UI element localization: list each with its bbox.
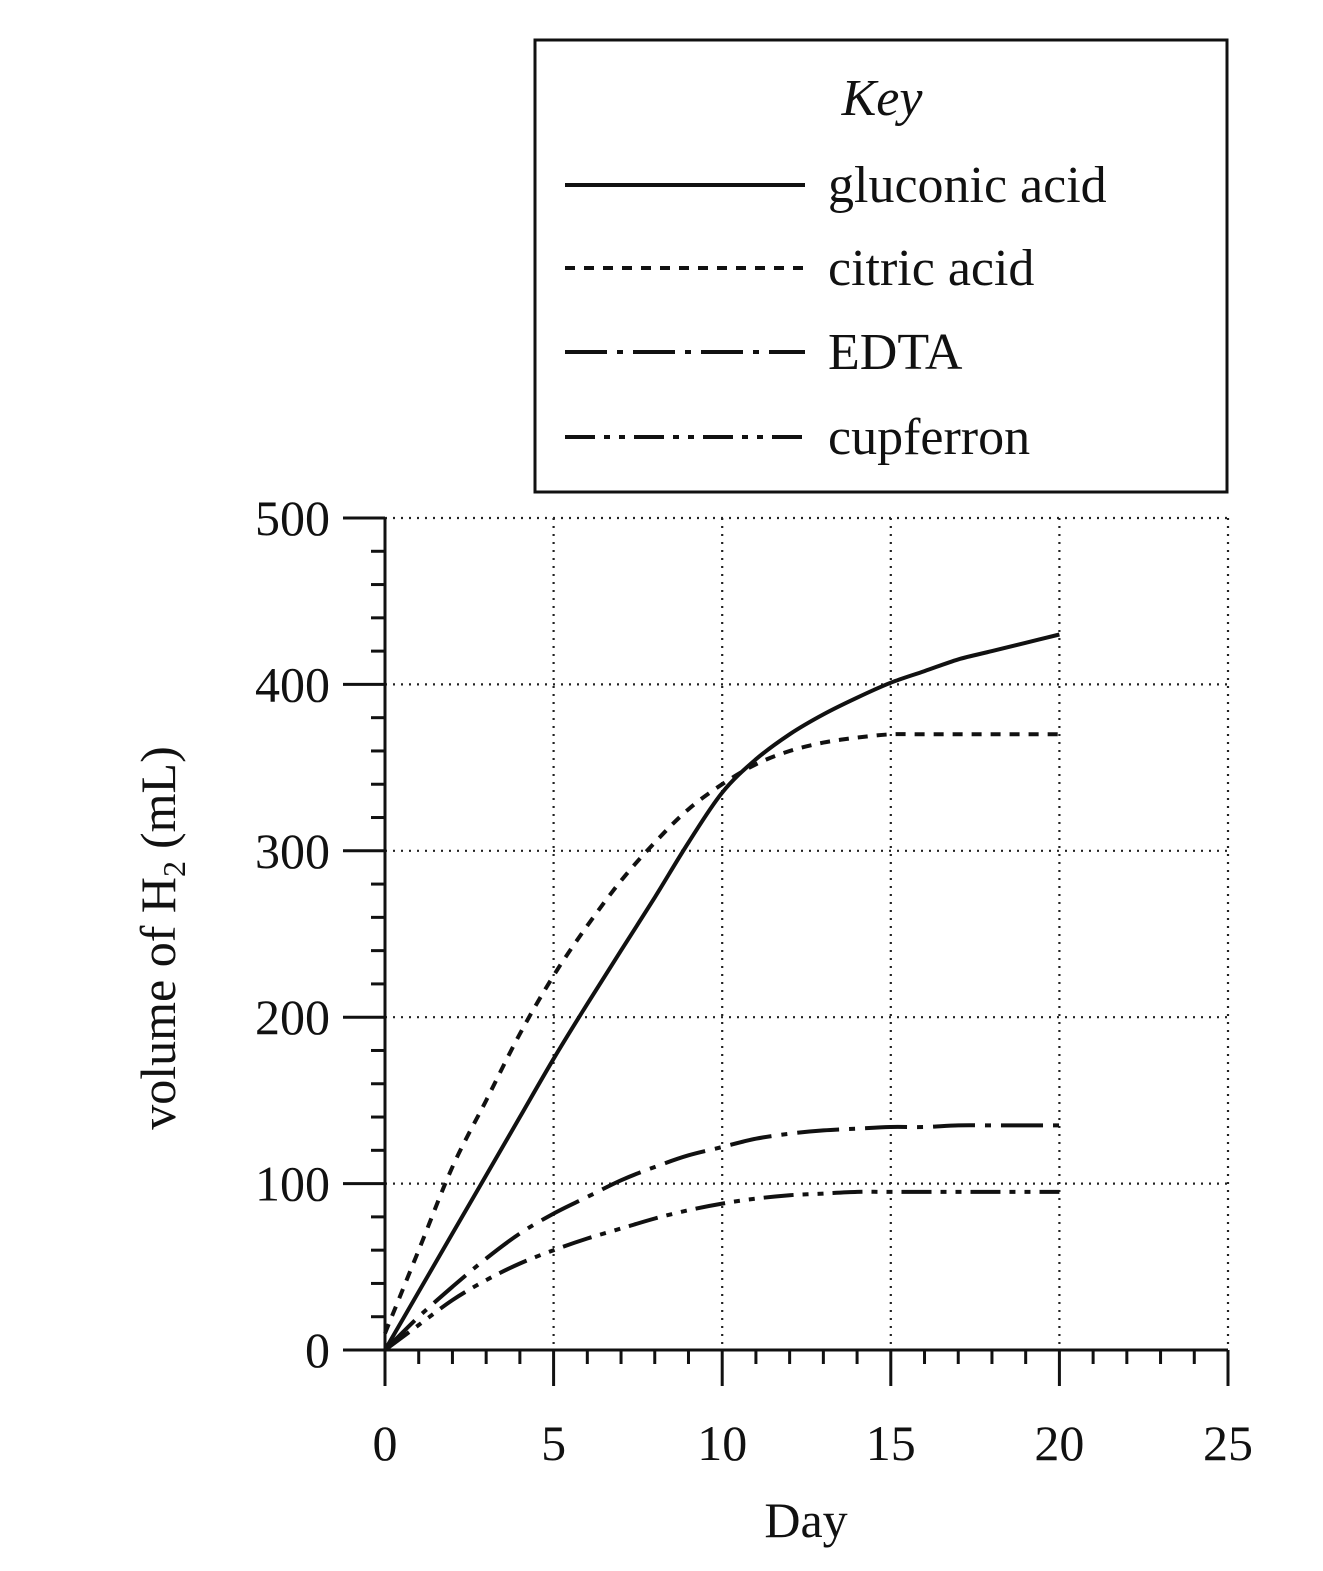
x-tick-label-25: 25 (1203, 1415, 1253, 1471)
x-tick-label-10: 10 (697, 1415, 747, 1471)
x-tick-label-15: 15 (866, 1415, 916, 1471)
axes-layer (383, 518, 1228, 1352)
y-tick-label-300: 300 (255, 823, 330, 879)
legend-title: Key (841, 70, 924, 127)
y-axis-title-subscript: 2 (156, 861, 192, 877)
y-tick-label-500: 500 (255, 490, 330, 546)
series-line-cupferron (383, 1189, 1060, 1352)
series-line-edta (383, 1123, 1060, 1352)
y-axis-title: volume of H2 (mL) (130, 746, 192, 1129)
y-axis-title-unit: (mL) (130, 746, 186, 849)
x-tick-label-5: 5 (541, 1415, 566, 1471)
tick-labels-layer: 0 5 10 15 20 25 0 100 200 300 400 500 (255, 490, 1253, 1471)
y-tick-label-0: 0 (305, 1322, 330, 1378)
series-layer (383, 632, 1060, 1352)
grid-layer (385, 516, 1230, 1350)
y-tick-label-200: 200 (255, 989, 330, 1045)
x-tick-label-0: 0 (373, 1415, 398, 1471)
legend-label-edta: EDTA (828, 324, 963, 381)
series-line-gluconic-acid (383, 632, 1060, 1351)
legend-label-cupferron: cupferron (828, 409, 1030, 466)
y-axis-title-main: volume of H (130, 877, 186, 1130)
y-tick-label-100: 100 (255, 1156, 330, 1212)
legend: Key gluconic acid citric acid EDTA cupferro… (533, 38, 1229, 494)
legend-label-citric-acid: citric acid (828, 240, 1034, 297)
x-axis-title: Day (764, 1492, 847, 1548)
legend-items: gluconic acid citric acid EDTA cupferron (565, 157, 1107, 466)
x-tick-label-20: 20 (1034, 1415, 1084, 1471)
ticks-layer (343, 516, 1230, 1386)
y-tick-label-400: 400 (255, 656, 330, 712)
series-line-citric-acid (383, 732, 1060, 1335)
legend-label-gluconic-acid: gluconic acid (828, 157, 1107, 214)
